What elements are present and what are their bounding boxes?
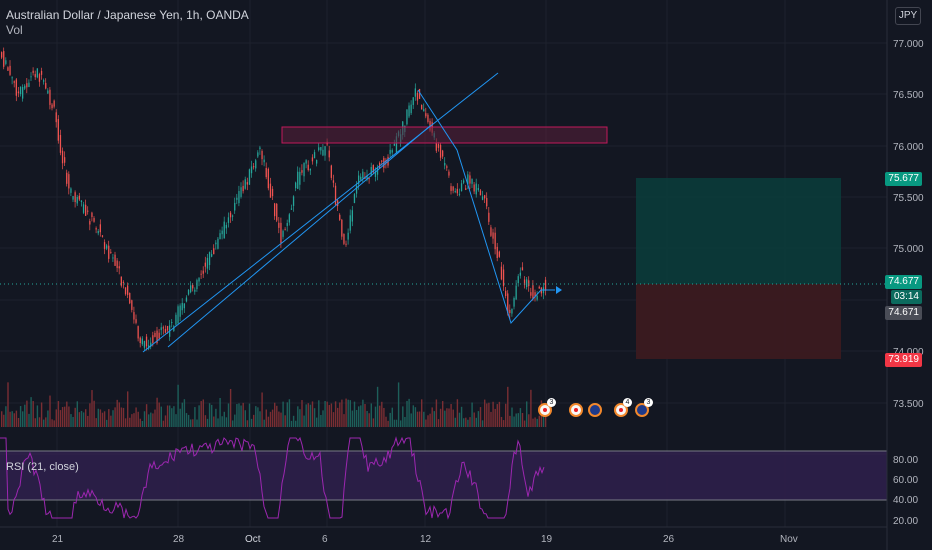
economic-event-icon[interactable]: 3 [538,398,556,417]
target-price-tag: 75.677 [885,172,922,186]
time-tick: 19 [541,534,553,545]
rsi-band [0,451,887,500]
rsi-tick: 20.00 [893,516,918,527]
countdown-tag: 03:14 [890,290,922,304]
candles [1,47,547,351]
currency-button[interactable]: JPY [895,7,921,25]
position-profit-zone[interactable] [636,178,841,284]
economic-event-icon[interactable]: 4 [614,398,632,417]
price-tick: 75.500 [893,193,924,204]
trend-channel[interactable] [142,72,499,353]
price-tick: 76.500 [893,90,924,101]
current-price-tag: 74.677 [885,275,922,289]
time-tick: 28 [173,534,185,545]
grid-lines [0,0,887,527]
price-tick: 77.000 [893,39,924,50]
price-tick: 76.000 [893,142,924,153]
time-tick: 12 [420,534,432,545]
price-tick: 75.000 [893,244,924,255]
stop-price-tag: 73.919 [885,353,922,367]
time-tick: 21 [52,534,64,545]
symbol-title[interactable]: Australian Dollar / Japanese Yen, 1h, OA… [6,8,249,22]
rsi-tick: 60.00 [893,475,918,486]
time-tick: Oct [245,534,261,545]
rsi-tick: 40.00 [893,495,918,506]
resistance-zone-rectangle[interactable] [281,126,608,144]
event-count-badge: 3 [547,398,556,407]
rsi-indicator-label[interactable]: RSI (21, close) [6,461,79,473]
volume-indicator-label[interactable]: Vol [6,23,23,37]
arrow-head [556,286,562,294]
volume-bars [1,382,547,427]
flag-event-icon[interactable]: 3 [635,398,653,417]
time-tick: Nov [780,534,798,545]
rsi-line [0,436,545,520]
economic-event-icon[interactable] [569,403,583,417]
price-tick: 73.500 [893,399,924,410]
time-tick: 6 [322,534,328,545]
price-tick: 74.000 [893,347,924,358]
zigzag-pattern[interactable] [417,89,555,324]
event-count-badge: 4 [623,398,632,407]
event-count-badge: 3 [644,398,653,407]
flag-event-icon[interactable] [588,403,602,417]
rsi-tick: 80.00 [893,455,918,466]
time-tick: 26 [663,534,675,545]
entry-price-tag: 74.671 [885,306,922,320]
position-loss-zone[interactable] [636,284,841,359]
